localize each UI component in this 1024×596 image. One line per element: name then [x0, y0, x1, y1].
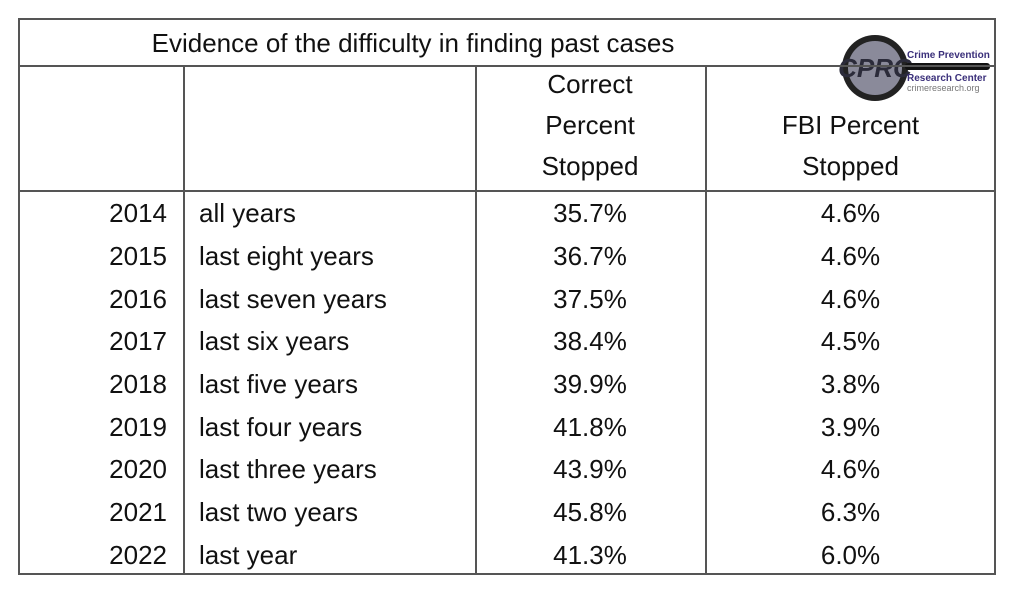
year: 2014	[109, 198, 167, 229]
column-header: Percent	[545, 110, 635, 140]
year: 2019	[109, 411, 167, 442]
column-divider	[705, 65, 707, 574]
correct-percent: 36.7%	[553, 241, 627, 271]
column-divider	[475, 65, 477, 574]
correct-percent: 43.9%	[553, 454, 627, 485]
period: all years	[199, 198, 296, 229]
table-border	[18, 18, 20, 574]
logo-line1: Crime Prevention	[907, 50, 990, 61]
table-title: Evidence of the difficulty in finding pa…	[151, 28, 675, 58]
period: last eight years	[199, 241, 374, 271]
year: 2017	[109, 326, 167, 357]
correct-percent: 39.9%	[553, 369, 627, 399]
fbi-percent: 3.8%	[820, 369, 881, 399]
row-divider	[18, 65, 996, 67]
fbi-percent: 4.5%	[820, 326, 881, 357]
column-header: FBI Percent	[781, 110, 920, 140]
fbi-percent: 6.0%	[820, 539, 881, 570]
column-header: Stopped	[802, 151, 899, 181]
period: last seven years	[199, 283, 387, 314]
table-border	[18, 573, 996, 575]
fbi-percent: 4.6%	[820, 454, 881, 485]
period: last three years	[199, 454, 377, 485]
fbi-percent: 6.3%	[820, 497, 881, 527]
fbi-percent: 4.6%	[820, 283, 881, 314]
logo-disc	[848, 41, 902, 95]
correct-percent: 37.5%	[553, 283, 627, 314]
logo-bar	[905, 63, 990, 70]
year: 2018	[109, 369, 167, 399]
period: last year	[199, 539, 298, 570]
logo-mark: CPRC	[838, 53, 913, 83]
fbi-percent: 4.6%	[820, 198, 881, 229]
period: last two years	[199, 497, 358, 527]
year: 2021	[109, 497, 167, 527]
table-border	[994, 18, 996, 574]
column-header: Stopped	[541, 151, 639, 181]
column-divider	[183, 65, 185, 574]
correct-percent: 41.3%	[553, 539, 627, 570]
correct-percent: 45.8%	[553, 497, 627, 527]
correct-percent: 41.8%	[553, 411, 627, 442]
correct-percent: 35.7%	[553, 198, 627, 229]
year: 2016	[109, 283, 167, 314]
year: 2022	[109, 539, 167, 570]
logo-line2: Research Center	[907, 73, 987, 84]
logo: CPRC Crime Prevention Research Center cr…	[838, 35, 990, 101]
year: 2015	[109, 241, 167, 271]
table-border	[18, 18, 996, 20]
fbi-percent: 3.9%	[820, 411, 881, 442]
correct-percent: 38.4%	[553, 326, 627, 357]
period: last six years	[199, 326, 350, 357]
row-divider	[18, 190, 996, 192]
logo-url: crimeresearch.org	[907, 83, 980, 93]
period: last four years	[199, 411, 363, 442]
column-header: Correct	[547, 69, 633, 99]
fbi-percent: 4.6%	[820, 241, 881, 271]
year: 2020	[109, 454, 167, 485]
period: last five years	[199, 369, 358, 399]
